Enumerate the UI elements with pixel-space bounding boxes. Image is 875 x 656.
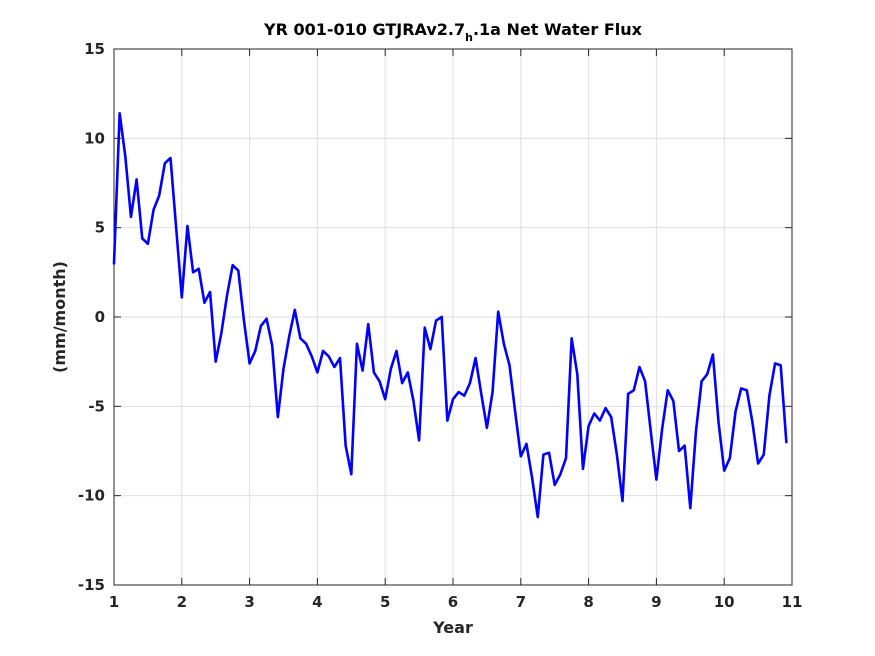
ticks: 1 2 3 4 5 6 7 8 9 10 11 -15 -10 -5 0 5 10 15 <box>78 40 803 611</box>
x-tick-label: 7 <box>516 593 526 611</box>
chart-title: YR 001-010 GTJRAv2.7h.1a Net Water Flux <box>263 20 643 44</box>
x-tick-label: 5 <box>380 593 390 611</box>
net-water-flux-line <box>112 112 788 519</box>
y-tick-label: 10 <box>84 129 105 147</box>
x-tick-label: 11 <box>782 593 803 611</box>
y-axis-label: (mm/month) <box>50 261 69 373</box>
x-axis-label: Year <box>432 618 473 637</box>
y-tick-label: -15 <box>78 576 105 594</box>
y-tick-label: 15 <box>84 40 105 58</box>
x-tick-label: 10 <box>714 593 735 611</box>
x-tick-label: 4 <box>312 593 322 611</box>
y-tick-label: 5 <box>95 219 105 237</box>
y-tick-label: -5 <box>88 397 105 415</box>
y-tick-label: -10 <box>78 487 105 505</box>
y-tick-label: 0 <box>95 308 105 326</box>
x-tick-label: 6 <box>448 593 458 611</box>
x-tick-label: 9 <box>651 593 661 611</box>
x-tick-label: 3 <box>244 593 254 611</box>
x-tick-label: 1 <box>109 593 119 611</box>
series-layer <box>112 112 788 519</box>
x-tick-label: 2 <box>177 593 187 611</box>
x-tick-label: 8 <box>583 593 593 611</box>
